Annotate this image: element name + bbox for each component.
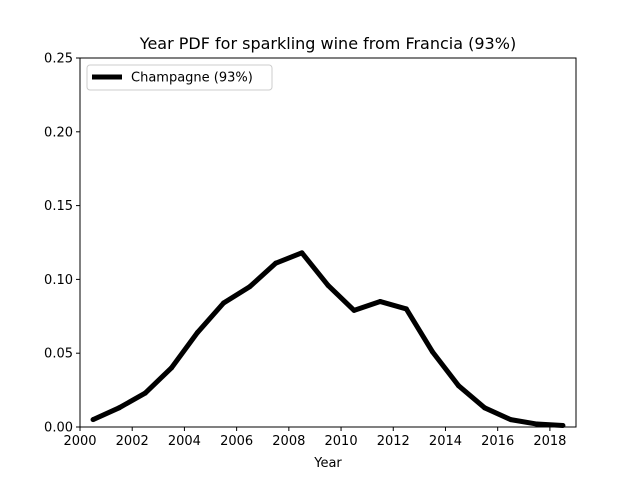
x-tick-label: 2014 bbox=[429, 434, 462, 449]
plot-background bbox=[80, 58, 576, 427]
x-tick-label: 2018 bbox=[533, 434, 566, 449]
x-axis: 2000 2002 2004 2006 2008 2010 2012 2014 2016 2018 bbox=[63, 427, 566, 449]
data-point bbox=[168, 365, 174, 371]
y-tick-label: 0.05 bbox=[44, 347, 73, 362]
x-tick-label: 2006 bbox=[220, 434, 253, 449]
x-tick-label: 2000 bbox=[63, 434, 96, 449]
data-point bbox=[456, 383, 462, 389]
data-point bbox=[429, 349, 435, 355]
x-tick-label: 2008 bbox=[272, 434, 305, 449]
plot-frame bbox=[79, 57, 577, 428]
x-tick-label: 2012 bbox=[377, 434, 410, 449]
y-tick-label: 0.15 bbox=[44, 199, 73, 214]
data-point bbox=[377, 299, 383, 305]
data-point bbox=[116, 405, 122, 411]
x-axis-label: Year bbox=[313, 456, 342, 471]
y-axis: 0.00 0.05 0.10 0.15 0.20 0.25 bbox=[44, 52, 80, 436]
y-tick-label: 0.00 bbox=[44, 421, 73, 436]
legend-box bbox=[86, 64, 273, 91]
data-point bbox=[325, 282, 331, 288]
y-tick-label: 0.25 bbox=[44, 52, 73, 67]
y-tick-label: 0.10 bbox=[44, 273, 73, 288]
data-point bbox=[90, 417, 96, 423]
data-point bbox=[351, 307, 357, 313]
data-point bbox=[403, 306, 409, 312]
x-tick-label: 2010 bbox=[325, 434, 358, 449]
data-point bbox=[299, 250, 305, 256]
x-tick-label: 2002 bbox=[116, 434, 149, 449]
data-point bbox=[534, 421, 540, 427]
data-point bbox=[194, 330, 200, 336]
data-point bbox=[142, 390, 148, 396]
x-tick-label: 2016 bbox=[481, 434, 514, 449]
chart-title: Year PDF for sparkling wine from Francia… bbox=[139, 34, 516, 53]
x-tick-label: 2004 bbox=[168, 434, 201, 449]
legend: Champagne (93%) bbox=[86, 64, 273, 91]
data-point bbox=[273, 260, 279, 266]
data-point bbox=[508, 417, 514, 423]
legend-entry-champagne: Champagne (93%) bbox=[131, 71, 253, 86]
series-layer bbox=[90, 250, 566, 429]
y-tick-label: 0.20 bbox=[44, 125, 73, 140]
data-point bbox=[482, 405, 488, 411]
data-point bbox=[247, 284, 253, 290]
data-point bbox=[221, 300, 227, 306]
plot-area bbox=[79, 57, 577, 429]
